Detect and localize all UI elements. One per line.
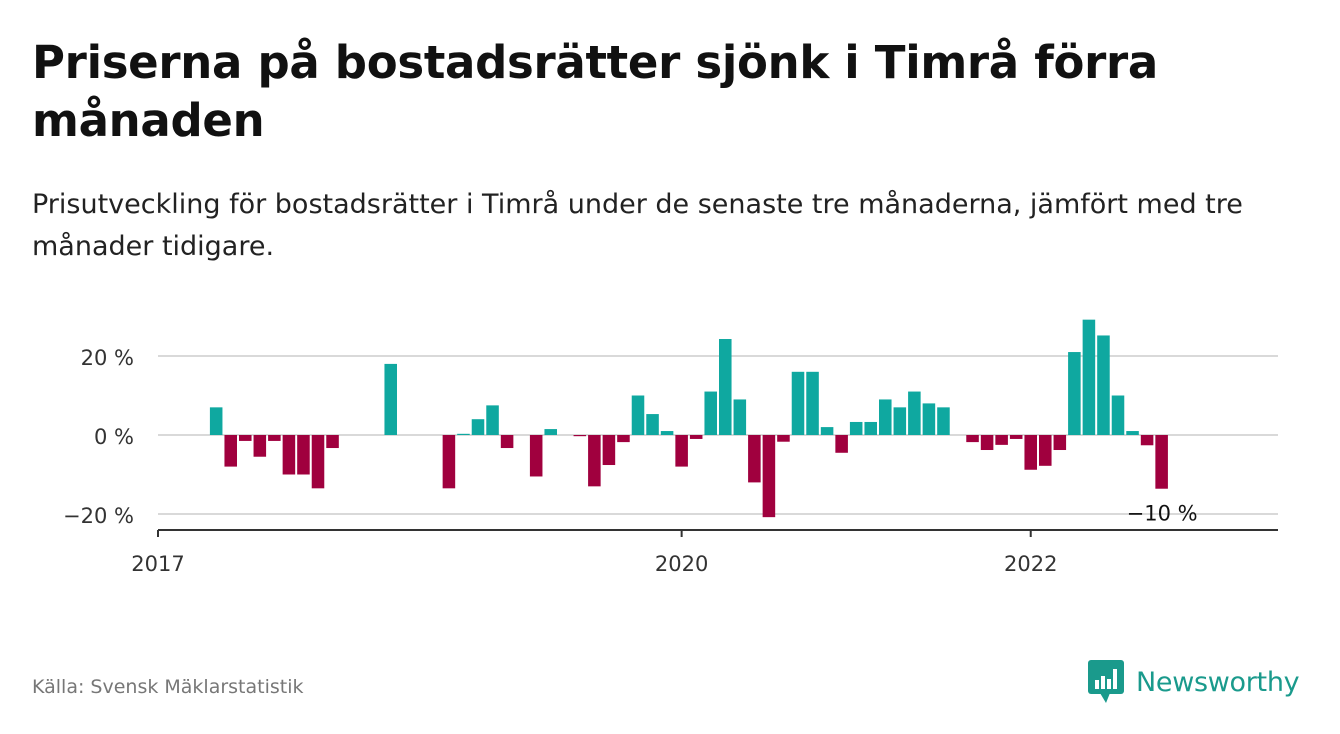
chart-title: Priserna på bostadsrätter sjönk i Timrå …: [32, 36, 1158, 147]
y-tick-label: 0 %: [94, 425, 134, 449]
bar: [209, 407, 223, 435]
bar: [239, 435, 252, 441]
bar: [980, 435, 994, 451]
y-tick-label: −20 %: [63, 504, 134, 528]
bar: [864, 421, 877, 435]
bar: [937, 407, 950, 435]
bar: [500, 435, 514, 449]
bar-chart: 20 % 0 % −20 % 2017 2020 2022 −10 %: [63, 319, 1278, 576]
bar: [660, 431, 674, 435]
bar: [1053, 435, 1067, 451]
bar: [529, 435, 543, 477]
bar: [835, 435, 848, 453]
bar: [442, 435, 456, 489]
bar: [1024, 435, 1037, 470]
bar: [268, 435, 281, 441]
source-note: Källa: Svensk Mäklarstatistik: [32, 676, 304, 698]
bar: [879, 399, 892, 435]
bar: [1068, 352, 1081, 435]
last-value-label: −10 %: [1127, 502, 1198, 526]
bar: [1126, 431, 1139, 435]
bar: [1155, 435, 1168, 489]
bar: [762, 435, 776, 518]
bar: [224, 435, 237, 467]
bar: [326, 435, 339, 449]
bar: [791, 371, 805, 435]
bar: [922, 403, 936, 435]
bar: [282, 435, 296, 475]
bar: [1039, 435, 1052, 466]
bar: [544, 429, 557, 435]
bar: [995, 435, 1008, 445]
bar: [675, 435, 688, 467]
bar: [689, 435, 703, 439]
y-tick-label: 20 %: [81, 346, 134, 370]
x-tick-label: 2017: [131, 552, 184, 576]
bar: [704, 391, 717, 435]
bar: [253, 435, 267, 457]
bar: [1082, 319, 1096, 435]
bar: [457, 433, 470, 435]
bar: [719, 339, 732, 435]
bar: [1140, 435, 1154, 446]
bar: [908, 391, 921, 435]
brand-logo[interactable]: Newsworthy: [1088, 660, 1300, 704]
bar: [849, 421, 863, 435]
bar: [297, 435, 310, 475]
bar: [573, 435, 587, 437]
bar: [486, 405, 499, 435]
bar: [588, 435, 601, 487]
bar: [311, 435, 325, 489]
bar: [733, 399, 747, 435]
chart-subtitle: Prisutveckling för bostadsrätter i Timrå…: [32, 189, 1243, 262]
bar: [471, 419, 485, 435]
bar: [777, 435, 790, 442]
bar: [384, 363, 397, 435]
bar: [893, 407, 907, 435]
bar: [631, 395, 645, 435]
x-tick-label: 2022: [1004, 552, 1057, 576]
newsworthy-logo-icon: [1088, 660, 1124, 703]
x-tick-label: 2020: [655, 552, 708, 576]
bar: [806, 371, 819, 435]
bar: [1097, 335, 1110, 435]
bar: [966, 435, 979, 443]
brand-name: Newsworthy: [1136, 666, 1300, 698]
bar: [617, 435, 630, 443]
bar: [748, 435, 761, 483]
bar: [602, 435, 616, 466]
bar: [1111, 395, 1125, 435]
bar: [820, 427, 834, 435]
bar: [646, 414, 659, 435]
bar: [1009, 435, 1023, 439]
